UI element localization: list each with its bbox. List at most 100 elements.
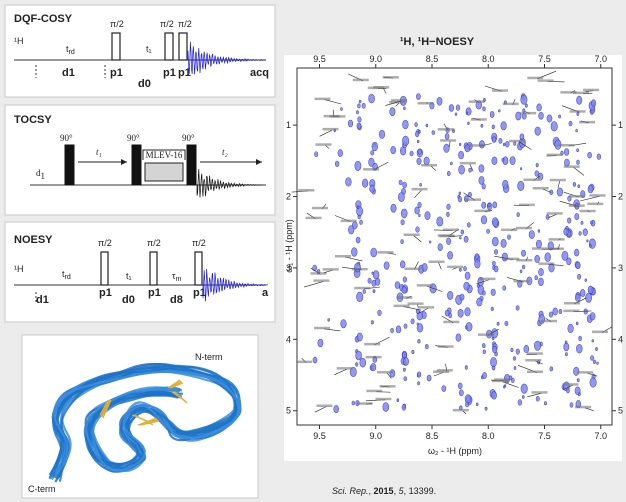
peak [402, 136, 408, 146]
peak [360, 220, 363, 224]
peak [520, 270, 522, 273]
peak [412, 350, 414, 354]
x-tick-label: 7.5 [538, 54, 551, 64]
delay: p1 [110, 67, 123, 79]
assignment-label [377, 371, 393, 374]
assignment-label [503, 103, 519, 106]
peak [577, 149, 579, 152]
peak [575, 213, 579, 219]
peak [588, 286, 593, 294]
peak [358, 104, 361, 108]
peak [358, 117, 362, 122]
assignment-label [573, 92, 589, 95]
panel-title: NOESY [14, 234, 53, 246]
peak [492, 137, 496, 143]
delay-label: t₁ [126, 271, 132, 281]
peak [544, 402, 546, 406]
assignment-label [324, 115, 340, 118]
assignment-label [383, 76, 399, 79]
peak [511, 378, 514, 383]
peak [577, 160, 580, 164]
peak [580, 289, 585, 296]
assignment-label [394, 305, 410, 308]
peak [420, 183, 422, 186]
peak [469, 168, 472, 172]
peak [351, 248, 357, 257]
x-tick-label: 8.5 [426, 431, 439, 441]
assignment-label [583, 89, 599, 92]
y-tick-label: 1 [618, 120, 623, 130]
assignment-label [408, 302, 424, 305]
peak [584, 309, 588, 314]
assignment-label [437, 369, 453, 372]
peak [459, 143, 461, 146]
assignment-label [418, 102, 434, 105]
peak [446, 238, 450, 245]
peak [458, 197, 462, 202]
assignment-label [341, 220, 357, 223]
peak [592, 340, 594, 343]
assignment-label [548, 248, 564, 251]
peak [415, 123, 418, 127]
peak [363, 290, 366, 294]
peak [464, 236, 468, 242]
sub: m [176, 276, 182, 283]
assignment-label [569, 195, 585, 198]
peak [529, 231, 534, 239]
peak [492, 237, 498, 246]
peak [417, 324, 423, 333]
peak [357, 206, 359, 209]
x-axis-label: ω₂ - ¹H (ppm) [428, 446, 482, 456]
peak [396, 326, 401, 333]
peak [425, 212, 430, 220]
assignment-label [478, 333, 494, 336]
peak [583, 229, 587, 236]
x-tick-label: 7.5 [538, 431, 551, 441]
peak [578, 185, 580, 188]
delay: a [262, 287, 269, 299]
peak [567, 218, 571, 223]
assignment-label [438, 345, 454, 348]
peak [576, 129, 578, 132]
peak [545, 253, 551, 262]
peak [416, 227, 420, 233]
peak [591, 221, 593, 224]
peak [400, 261, 405, 268]
peak [328, 319, 330, 322]
peak [467, 223, 470, 228]
peak [537, 104, 542, 111]
peak [359, 100, 361, 103]
assignment-label [532, 391, 548, 394]
peak [449, 105, 454, 112]
peak [459, 390, 463, 396]
peak [415, 131, 419, 136]
peak [437, 217, 443, 226]
peak [403, 368, 405, 371]
assignment-label [311, 272, 327, 275]
nucleus: ¹H [14, 264, 24, 274]
peak [456, 105, 460, 111]
assignment-label [352, 268, 368, 271]
x-tick-label: 9.5 [313, 54, 326, 64]
peak [521, 95, 527, 104]
assignment-label [471, 118, 487, 121]
delay-label: t₂ [222, 147, 228, 157]
peak [352, 401, 355, 405]
peak [465, 402, 468, 407]
peak [482, 291, 485, 295]
terminus-label: C-term [28, 484, 56, 494]
x-tick-label: 7.0 [594, 54, 607, 64]
peak [565, 353, 567, 356]
pulse [65, 145, 74, 185]
peak [416, 94, 420, 100]
assignment-label [366, 390, 382, 393]
assignment-label [443, 229, 459, 232]
peak [536, 163, 538, 167]
peak [373, 271, 379, 280]
assignment-label [417, 284, 433, 287]
peak [590, 378, 596, 388]
assignment-label [563, 310, 579, 313]
peak [579, 336, 582, 341]
y-tick-label: 4 [286, 334, 291, 344]
peak [522, 395, 524, 398]
